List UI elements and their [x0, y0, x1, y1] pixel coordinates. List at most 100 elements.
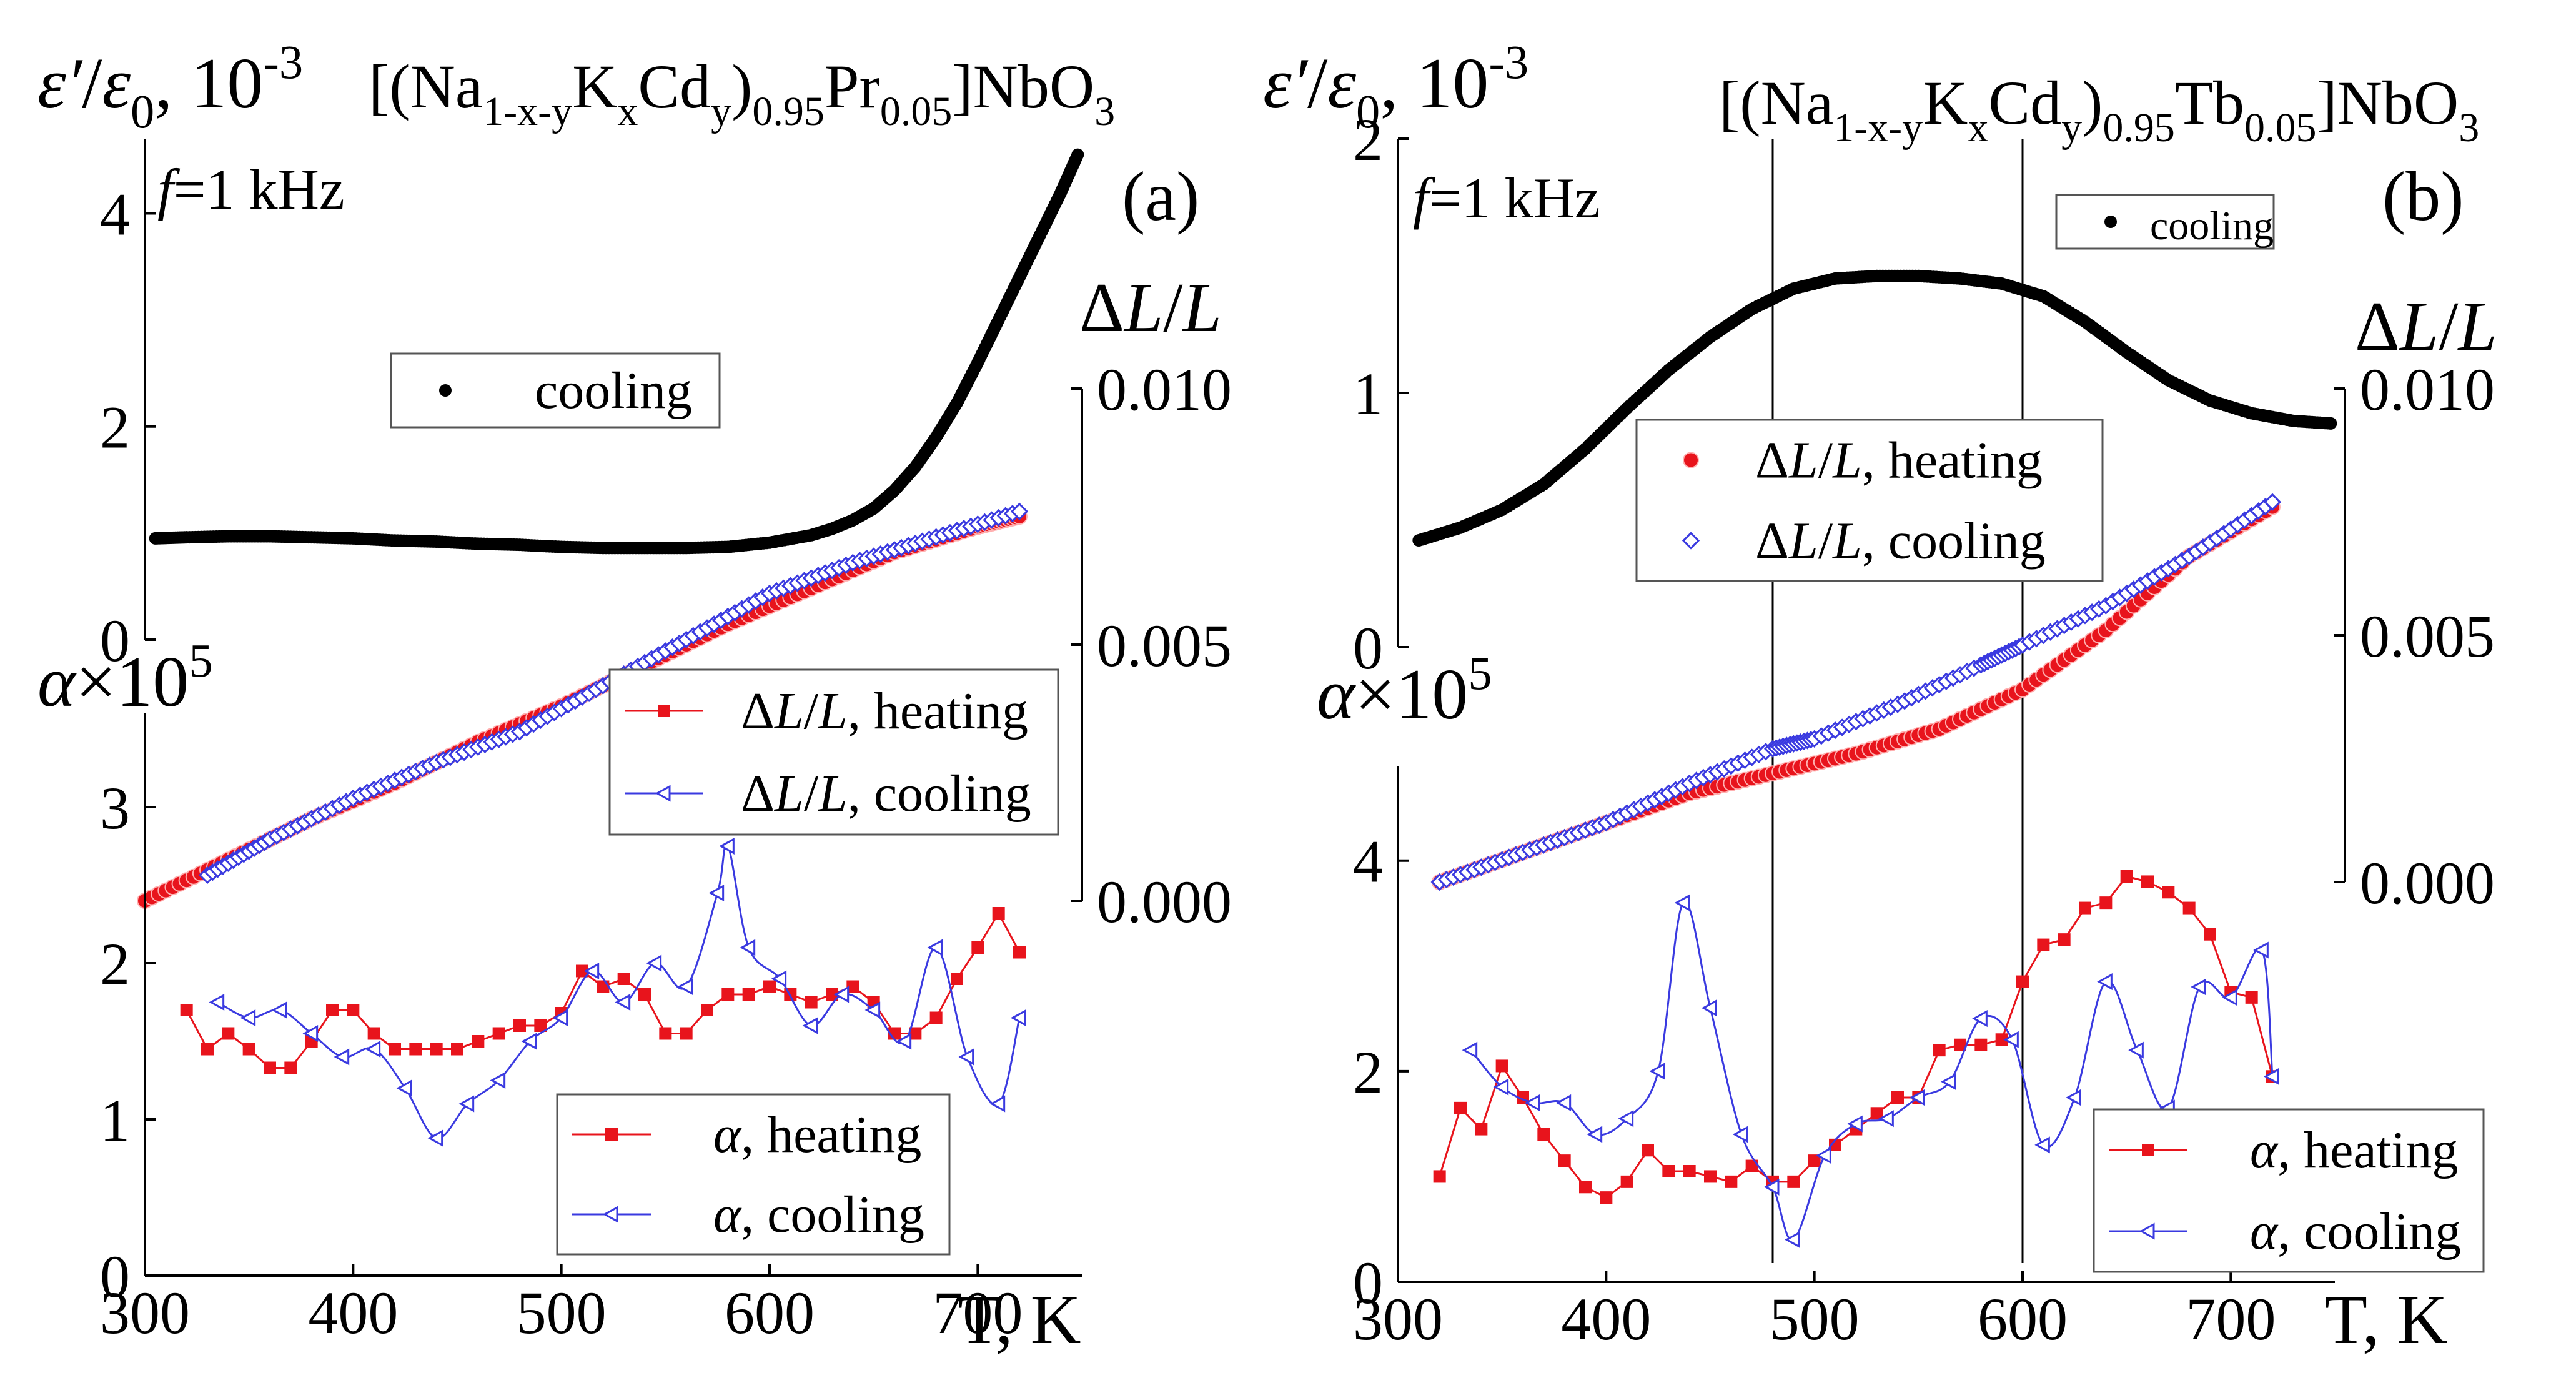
panel-a-x-tick-label: 700	[933, 1279, 1023, 1346]
panel-a-alpha-legend-text: α, heating	[713, 1106, 921, 1164]
panel-a-dl-legend-text: ΔL/L, heating	[741, 682, 1028, 740]
panel-b-alpha-point	[1558, 1154, 1571, 1167]
panel-a-alpha-point	[534, 1019, 547, 1032]
panel-a-alpha-point	[240, 1009, 256, 1027]
panel-b-alpha-y-axis-label: α×105​	[1317, 647, 1492, 735]
panel-a-x-tick-label: 400	[308, 1279, 398, 1346]
panel-a-alpha-point	[721, 988, 735, 1001]
panel-a-alpha-point	[1010, 1009, 1026, 1027]
panel-a-alpha-point	[396, 1079, 412, 1097]
panel-a-alpha-point	[222, 1027, 235, 1040]
panel-a-dl-y-tick-label: 0.000	[1097, 868, 1232, 935]
panel-a-alpha-point	[742, 988, 755, 1001]
panel-b-alpha-point	[1974, 1038, 1988, 1051]
panel-b-alpha-point	[1910, 1089, 1925, 1106]
panel-b-eps-legend-text: cooling	[2150, 203, 2274, 249]
panel-b-alpha-point	[1674, 894, 1690, 911]
panel-b-alpha-point	[1433, 1170, 1446, 1183]
panel-b-alpha-point	[2191, 978, 2206, 996]
panel-b-alpha-point	[1662, 1165, 1675, 1177]
panel-b-alpha-point	[2204, 928, 2216, 941]
panel-a-dl-legend-marker	[655, 785, 671, 802]
panel-b-alpha-point	[1642, 1144, 1654, 1157]
panel-a-alpha-point	[826, 988, 838, 1001]
panel-b-dl-point	[2263, 493, 2282, 511]
panel-b-alpha-point	[1579, 1181, 1592, 1194]
panel-a-alpha-point	[646, 954, 662, 972]
panel-a-alpha-point	[472, 1035, 485, 1048]
panel-a-alpha-point	[763, 980, 776, 993]
panel-b-alpha-y-tick-label: 0	[1353, 1249, 1383, 1316]
panel-b-alpha-point	[1600, 1191, 1613, 1204]
panel-b-alpha-point	[1954, 1038, 1966, 1051]
panel-a-alpha-y-tick-label: 2	[100, 931, 130, 998]
panel-a-alpha-point	[771, 970, 787, 988]
panel-a-alpha-point	[521, 1033, 537, 1050]
panel-a-alpha-point	[805, 996, 818, 1009]
panel-a-alpha-point	[846, 980, 859, 993]
panel-b-alpha-point	[1732, 1126, 1748, 1143]
panel-a-alpha-point	[740, 939, 756, 956]
panel-a-alpha-point	[659, 1027, 672, 1040]
panel-a-alpha-point	[701, 1004, 713, 1016]
panel-a-alpha-point	[1013, 946, 1026, 959]
panel-a-alpha-point	[677, 978, 693, 996]
panel-a-alpha-point	[492, 1027, 505, 1040]
panel-b-alpha-point	[1933, 1044, 1946, 1057]
panel-b-alpha-point	[1785, 1231, 1800, 1249]
panel-a-alpha-point	[708, 884, 725, 902]
panel-a-alpha-point	[430, 1043, 443, 1056]
panel-b-alpha-point	[1537, 1128, 1550, 1141]
panel-b-panel-label: (b)	[2382, 158, 2464, 235]
panel-b-alpha-y-tick-label: 4	[1353, 828, 1383, 895]
panel-b-eps-y-tick-label: 0	[1353, 615, 1383, 682]
panel-b-dl-y-tick-label: 0.010	[2360, 356, 2495, 423]
panel-b-eps-y-axis-label: ε′/ε0​, 10-3​	[1263, 36, 1528, 139]
panel-a-alpha-point	[367, 1027, 380, 1040]
panel-a-alpha-point	[719, 837, 735, 855]
panel-b-alpha-legend-text: α, cooling	[2250, 1202, 2461, 1261]
panel-b-alpha-point	[1787, 1175, 1800, 1188]
panel-a-alpha-point	[552, 1009, 568, 1027]
panel-a-alpha-legend	[556, 1093, 951, 1256]
panel-b-alpha-point	[1763, 1178, 1780, 1196]
panel-b-alpha-point	[1808, 1154, 1821, 1167]
panel-b-alpha-legend	[2093, 1108, 2485, 1273]
panel-b-eps-legend-marker	[2104, 216, 2117, 228]
panel-b-alpha-legend-marker	[2142, 1144, 2154, 1156]
panel-b-alpha-point	[1493, 1078, 1509, 1096]
panel-b-x-tick-label: 700	[2186, 1286, 2276, 1352]
panel-a-alpha-point	[958, 1048, 974, 1066]
panel-b-x-tick-label: 300	[1353, 1286, 1443, 1352]
panel-b-alpha-point	[1847, 1115, 1863, 1133]
panel-a-alpha-point	[513, 1019, 526, 1032]
panel-b-alpha-point	[2097, 973, 2113, 991]
panel-b-alpha-point	[2162, 886, 2175, 899]
panel-b-alpha-legend-marker	[2139, 1222, 2155, 1240]
panel-a-x-tick-label: 600	[725, 1279, 815, 1346]
panel-b-dl-legend	[1635, 419, 2104, 582]
panel-b-alpha-point	[1870, 1107, 1883, 1120]
panel-a-alpha-point	[427, 1129, 443, 1147]
panel-a-alpha-point	[927, 939, 943, 956]
panel-a-alpha-point	[180, 1004, 193, 1016]
panel-b-x-axis-label: T, K	[2325, 1281, 2448, 1359]
panel-a-x-tick-label: 300	[100, 1279, 190, 1346]
panel-b-alpha-point	[1995, 1033, 2008, 1046]
panel-b-alpha-point	[1725, 1175, 1738, 1188]
panel-a-alpha-point	[638, 988, 651, 1001]
panel-b-alpha-point	[2263, 1068, 2279, 1085]
panel-a-alpha-point	[896, 1033, 912, 1050]
panel-b-dl-y-tick-label: 0.000	[2360, 850, 2495, 916]
panel-a-dl-legend-text: ΔL/L, cooling	[741, 765, 1031, 823]
panel-b-alpha-point	[1829, 1138, 1841, 1151]
panel-a-alpha-point	[451, 1043, 463, 1056]
panel-b-eps-y-tick-label: 1	[1353, 360, 1383, 427]
panel-b-alpha-point	[1816, 1147, 1831, 1164]
panel-a-alpha-point	[302, 1024, 319, 1043]
panel-b-alpha-point	[1620, 1175, 1633, 1188]
panel-b-alpha-point	[1683, 1165, 1696, 1177]
panel-a-alpha-point	[326, 1004, 339, 1016]
panel-b-alpha-point	[2099, 896, 2113, 910]
panel-b-alpha-point	[1891, 1091, 1904, 1104]
